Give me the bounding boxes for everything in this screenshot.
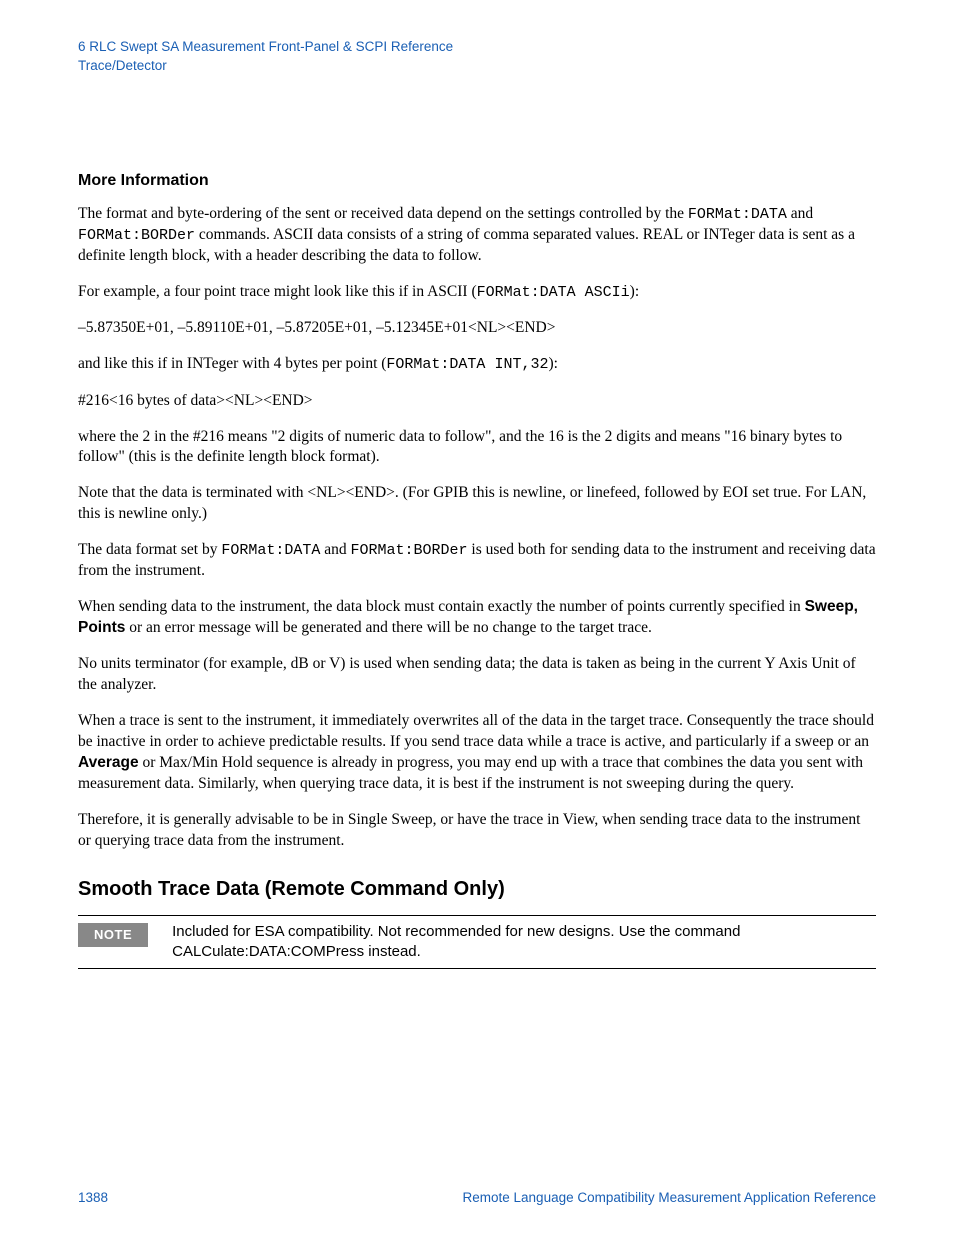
code-text: FORMat:DATA INT,32: [386, 356, 548, 373]
text: and: [787, 205, 813, 222]
text: When sending data to the instrument, the…: [78, 598, 805, 615]
header-line-2: Trace/Detector: [78, 57, 876, 76]
bold-text: Average: [78, 754, 139, 771]
paragraph: The format and byte-ordering of the sent…: [78, 204, 876, 267]
text: or Max/Min Hold sequence is already in p…: [78, 754, 863, 792]
page-header: 6 RLC Swept SA Measurement Front-Panel &…: [78, 38, 876, 76]
code-text: FORMat:DATA: [221, 542, 320, 559]
paragraph: The data format set by FORMat:DATA and F…: [78, 540, 876, 582]
text: The format and byte-ordering of the sent…: [78, 205, 688, 222]
paragraph: When a trace is sent to the instrument, …: [78, 711, 876, 795]
paragraph: No units terminator (for example, dB or …: [78, 654, 876, 696]
text: or an error message will be generated an…: [125, 619, 652, 636]
text: ):: [548, 355, 557, 372]
text: For example, a four point trace might lo…: [78, 283, 477, 300]
section-heading-more-info: More Information: [78, 172, 876, 190]
code-text: FORMat:DATA: [688, 206, 787, 223]
text: The data format set by: [78, 541, 221, 558]
paragraph: where the 2 in the #216 means "2 digits …: [78, 427, 876, 469]
paragraph: Note that the data is terminated with <N…: [78, 483, 876, 525]
paragraph: #216<16 bytes of data><NL><END>: [78, 391, 876, 412]
code-text: FORMat:BORDer: [78, 227, 195, 244]
text: and like this if in INTeger with 4 bytes…: [78, 355, 386, 372]
code-text: FORMat:DATA ASCIi: [477, 284, 630, 301]
text: and: [320, 541, 350, 558]
paragraph: –5.87350E+01, –5.89110E+01, –5.87205E+01…: [78, 318, 876, 339]
page-footer: 1388 Remote Language Compatibility Measu…: [78, 1190, 876, 1205]
note-text: Included for ESA compatibility. Not reco…: [172, 922, 876, 963]
section-heading-smooth-trace: Smooth Trace Data (Remote Command Only): [78, 878, 876, 901]
header-line-1: 6 RLC Swept SA Measurement Front-Panel &…: [78, 38, 876, 57]
text: ):: [630, 283, 639, 300]
text: When a trace is sent to the instrument, …: [78, 712, 874, 750]
page-number: 1388: [78, 1190, 108, 1205]
code-text: FORMat:BORDer: [351, 542, 468, 559]
note-badge: NOTE: [78, 923, 148, 947]
note-block: NOTE Included for ESA compatibility. Not…: [78, 915, 876, 970]
paragraph: and like this if in INTeger with 4 bytes…: [78, 354, 876, 375]
paragraph: For example, a four point trace might lo…: [78, 282, 876, 303]
paragraph: When sending data to the instrument, the…: [78, 597, 876, 639]
paragraph: Therefore, it is generally advisable to …: [78, 810, 876, 852]
text: commands. ASCII data consists of a strin…: [78, 226, 855, 264]
footer-doc-title: Remote Language Compatibility Measuremen…: [463, 1190, 876, 1205]
